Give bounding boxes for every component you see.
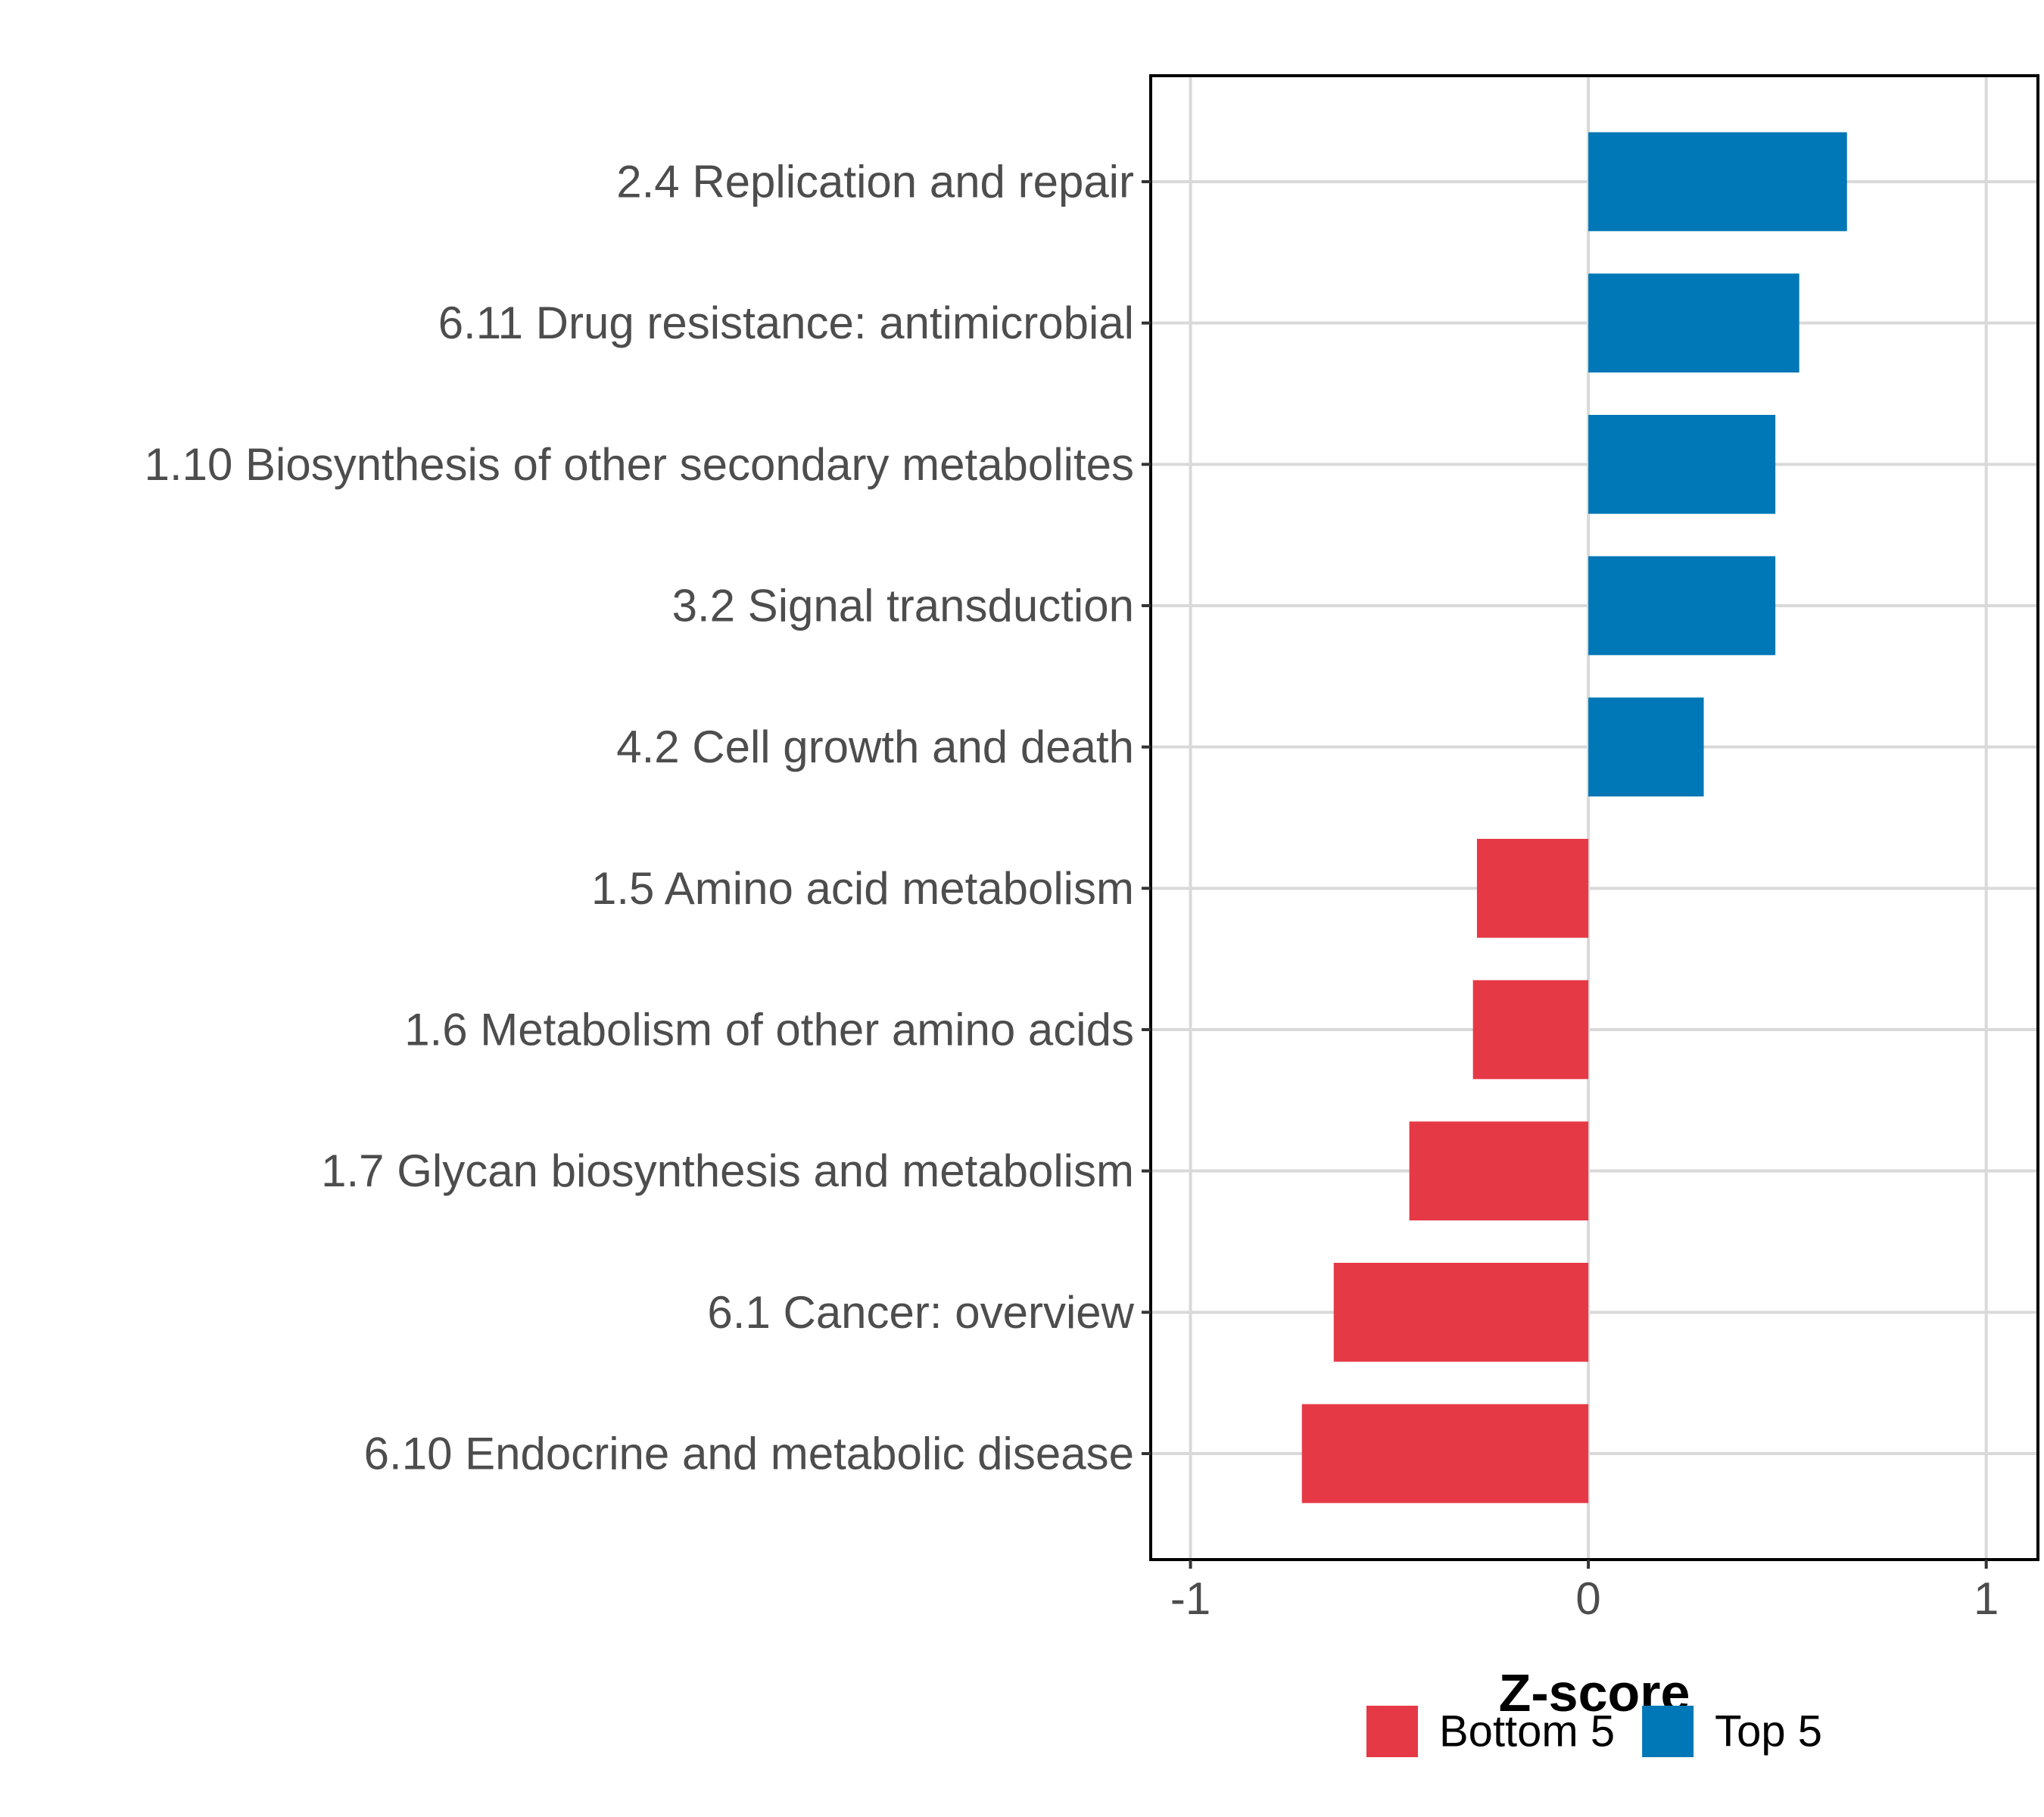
legend: Bottom 5 Top 5 [1366, 1706, 1822, 1757]
x-axis: -1 0 1 [1170, 1560, 1999, 1624]
x-tick-label: 1 [1974, 1573, 1999, 1624]
plot-panel-border [1149, 74, 2039, 1561]
category-label: 1.7 Glycan biosynthesis and metabolism [321, 1145, 1134, 1196]
bar-top [1588, 132, 1847, 232]
category-label: 2.4 Replication and repair [616, 157, 1134, 207]
category-label: 1.6 Metabolism of other amino acids [404, 1005, 1134, 1055]
bar-top [1588, 556, 1776, 656]
category-label: 6.11 Drug resistance: antimicrobial [438, 298, 1134, 348]
bar-top [1588, 415, 1776, 514]
category-label: 3.2 Signal transduction [672, 581, 1134, 631]
legend-label: Bottom 5 [1439, 1707, 1615, 1756]
legend-label: Top 5 [1715, 1707, 1822, 1756]
x-tick-label: -1 [1170, 1573, 1211, 1624]
x-tick-label: 0 [1575, 1573, 1600, 1624]
bar-bottom [1472, 980, 1589, 1080]
bars [1301, 132, 1847, 1504]
category-label: 6.10 Endocrine and metabolic disease [364, 1429, 1134, 1479]
bar-bottom [1476, 839, 1589, 938]
category-label: 1.5 Amino acid metabolism [591, 863, 1134, 914]
legend-swatch-bottom [1366, 1706, 1419, 1757]
category-label: 4.2 Cell growth and death [616, 722, 1134, 772]
bar-bottom [1301, 1404, 1589, 1504]
legend-swatch-top [1642, 1706, 1694, 1757]
category-label: 6.1 Cancer: overview [707, 1287, 1134, 1338]
bar-top [1588, 697, 1704, 796]
bar-top [1588, 273, 1799, 372]
bar-bottom [1409, 1121, 1589, 1220]
category-label: 1.10 Biosynthesis of other secondary met… [145, 439, 1134, 490]
y-axis: 2.4 Replication and repair 6.11 Drug resi… [145, 157, 1151, 1479]
bar-bottom [1333, 1263, 1589, 1362]
